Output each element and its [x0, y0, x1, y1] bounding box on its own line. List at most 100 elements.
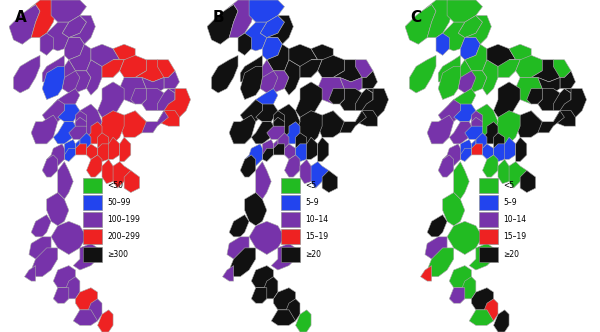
Polygon shape: [238, 22, 267, 51]
Polygon shape: [494, 144, 509, 162]
Text: ≥300: ≥300: [107, 250, 128, 259]
Polygon shape: [516, 111, 542, 137]
Polygon shape: [76, 139, 80, 148]
Polygon shape: [98, 82, 124, 117]
Polygon shape: [135, 60, 169, 82]
Polygon shape: [438, 55, 460, 82]
Polygon shape: [425, 237, 447, 259]
Polygon shape: [318, 111, 344, 137]
Text: A: A: [14, 10, 26, 25]
Polygon shape: [157, 60, 175, 77]
Polygon shape: [355, 60, 373, 77]
Polygon shape: [316, 77, 344, 104]
Polygon shape: [494, 111, 520, 144]
Polygon shape: [249, 0, 284, 22]
Polygon shape: [157, 89, 175, 111]
Polygon shape: [560, 71, 575, 89]
Text: ≥20: ≥20: [503, 250, 520, 259]
Text: <50: <50: [107, 181, 124, 190]
Polygon shape: [405, 4, 436, 44]
Polygon shape: [454, 104, 476, 122]
Polygon shape: [454, 60, 487, 93]
Polygon shape: [553, 111, 575, 126]
Polygon shape: [538, 77, 560, 100]
Polygon shape: [86, 155, 102, 177]
Polygon shape: [505, 137, 516, 159]
Polygon shape: [62, 16, 86, 38]
Polygon shape: [267, 44, 289, 71]
Text: 10–14: 10–14: [305, 215, 329, 224]
FancyBboxPatch shape: [479, 178, 498, 193]
FancyBboxPatch shape: [281, 178, 300, 193]
Polygon shape: [284, 299, 300, 321]
Polygon shape: [284, 155, 300, 177]
Polygon shape: [340, 77, 362, 100]
Polygon shape: [58, 162, 73, 199]
Polygon shape: [443, 144, 460, 166]
Polygon shape: [296, 144, 311, 162]
Polygon shape: [527, 89, 542, 104]
Polygon shape: [449, 122, 472, 144]
Polygon shape: [29, 0, 58, 38]
Polygon shape: [42, 66, 64, 100]
Polygon shape: [472, 144, 482, 155]
Polygon shape: [333, 60, 367, 82]
Polygon shape: [421, 266, 431, 281]
Polygon shape: [465, 126, 482, 139]
Polygon shape: [274, 104, 300, 137]
Polygon shape: [494, 133, 505, 148]
Polygon shape: [271, 243, 296, 270]
Polygon shape: [86, 299, 102, 321]
Polygon shape: [102, 60, 124, 77]
Polygon shape: [498, 159, 514, 184]
Polygon shape: [262, 277, 278, 299]
Polygon shape: [449, 89, 476, 111]
Polygon shape: [240, 55, 262, 82]
Polygon shape: [164, 71, 179, 89]
Text: <5: <5: [503, 181, 515, 190]
Polygon shape: [469, 111, 482, 126]
Polygon shape: [427, 215, 447, 237]
Polygon shape: [227, 0, 256, 38]
Polygon shape: [69, 16, 95, 44]
Polygon shape: [447, 0, 482, 22]
FancyBboxPatch shape: [479, 247, 498, 262]
Polygon shape: [472, 104, 498, 137]
Polygon shape: [58, 60, 91, 93]
Polygon shape: [131, 89, 146, 104]
Polygon shape: [53, 266, 76, 288]
Text: 15–19: 15–19: [305, 232, 329, 241]
Polygon shape: [476, 133, 487, 148]
Polygon shape: [307, 137, 318, 159]
Polygon shape: [362, 89, 389, 117]
Polygon shape: [271, 310, 296, 325]
Polygon shape: [120, 137, 131, 162]
Polygon shape: [69, 126, 86, 139]
Polygon shape: [98, 144, 113, 162]
Polygon shape: [251, 155, 262, 162]
Polygon shape: [438, 100, 460, 122]
Polygon shape: [494, 310, 509, 332]
Polygon shape: [482, 60, 498, 95]
Polygon shape: [296, 310, 311, 332]
Polygon shape: [531, 60, 565, 82]
FancyBboxPatch shape: [83, 178, 102, 193]
Polygon shape: [318, 137, 329, 162]
Polygon shape: [73, 111, 86, 126]
Polygon shape: [240, 66, 262, 100]
Polygon shape: [436, 22, 465, 51]
Polygon shape: [458, 71, 476, 93]
Polygon shape: [472, 288, 494, 310]
Polygon shape: [262, 38, 282, 60]
Polygon shape: [284, 122, 300, 144]
Polygon shape: [465, 16, 491, 44]
Polygon shape: [64, 148, 76, 162]
Polygon shape: [538, 89, 560, 111]
Polygon shape: [102, 159, 118, 184]
Text: B: B: [212, 10, 224, 25]
Polygon shape: [274, 117, 284, 133]
Polygon shape: [458, 16, 482, 38]
Polygon shape: [260, 16, 284, 38]
Polygon shape: [520, 170, 536, 193]
Polygon shape: [86, 60, 102, 95]
